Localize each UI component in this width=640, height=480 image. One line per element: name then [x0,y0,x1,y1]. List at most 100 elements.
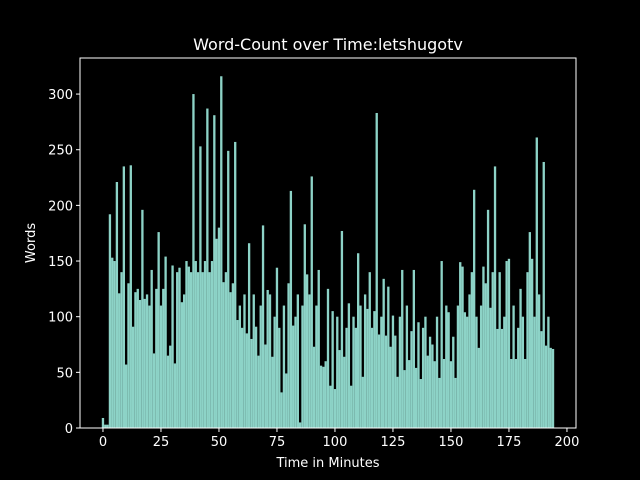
bar [254,326,258,428]
bar [303,224,306,428]
bar [354,327,357,428]
bar [542,161,545,429]
bar [472,189,476,428]
bar [491,272,494,428]
bar [326,288,330,428]
bar [159,305,163,428]
bar [150,269,153,428]
bar [343,356,346,428]
bar [503,316,506,428]
bar [268,294,272,428]
bar [484,283,487,428]
bar [347,303,351,428]
bar [370,327,374,428]
y-tick-label: 0 [65,422,73,437]
bar [192,94,195,429]
bar [171,265,174,428]
bar [340,230,344,428]
bar [222,282,225,428]
bar [257,355,260,428]
bar [505,261,508,428]
x-tick-label: 0 [99,435,107,450]
bar [412,269,415,428]
bar [447,312,450,428]
bar [549,347,552,428]
bar [285,373,288,428]
y-tick-label: 150 [48,255,73,270]
y-tick-label: 50 [56,366,73,381]
bar [299,422,302,428]
bar [391,315,395,428]
bar [106,424,109,428]
bar [125,364,128,428]
x-tick-label: 175 [497,435,522,450]
x-tick-label: 75 [269,435,286,450]
bar [496,328,499,428]
bar [294,316,297,428]
bar [380,316,383,428]
y-tick-label: 300 [48,88,73,103]
bar [224,272,228,428]
x-tick-label: 50 [211,435,228,450]
bar [456,305,460,428]
bar [136,288,139,428]
bar [454,377,457,428]
bar [275,267,279,428]
bar [129,165,132,429]
bar [138,299,142,428]
bar [104,424,107,428]
bar [431,344,434,428]
bar [482,266,485,428]
bar [445,305,448,428]
bar [463,312,467,428]
bar [540,331,543,428]
bar [459,262,462,428]
bar [519,288,522,428]
bar [547,316,550,428]
bar [173,363,177,428]
bar [510,358,513,428]
bar [336,316,339,428]
bar [282,305,286,428]
bar [466,316,469,428]
bar [152,353,156,428]
bar [366,308,369,428]
x-tick-label: 25 [153,435,170,450]
bar [143,298,146,428]
bar [166,355,170,428]
bar [438,377,441,428]
bar [308,294,311,428]
y-tick-label: 100 [48,311,73,326]
bar [164,256,167,428]
bar [403,370,406,428]
x-axis-label: Time in Minutes [275,456,379,471]
bar [111,257,114,428]
bar [310,176,313,428]
bar [350,385,353,428]
bar [120,272,123,428]
bar [180,302,184,428]
x-tick-label: 125 [381,435,406,450]
bar [127,283,130,428]
bar [368,272,371,428]
bar [373,311,376,428]
plot-frame [79,57,577,429]
bar [315,305,318,428]
bar [183,294,186,428]
bar [201,272,204,428]
bar [187,266,190,428]
bar [319,365,323,428]
bar [236,320,239,428]
bar [449,361,453,428]
bar [470,272,473,428]
bar [514,358,518,428]
bar [544,345,548,428]
bar [108,214,112,428]
bar [185,261,188,428]
bar [312,346,316,428]
bar [215,238,218,428]
bar [517,327,520,428]
bar [278,327,281,428]
bar [322,366,325,428]
bar [227,150,230,429]
